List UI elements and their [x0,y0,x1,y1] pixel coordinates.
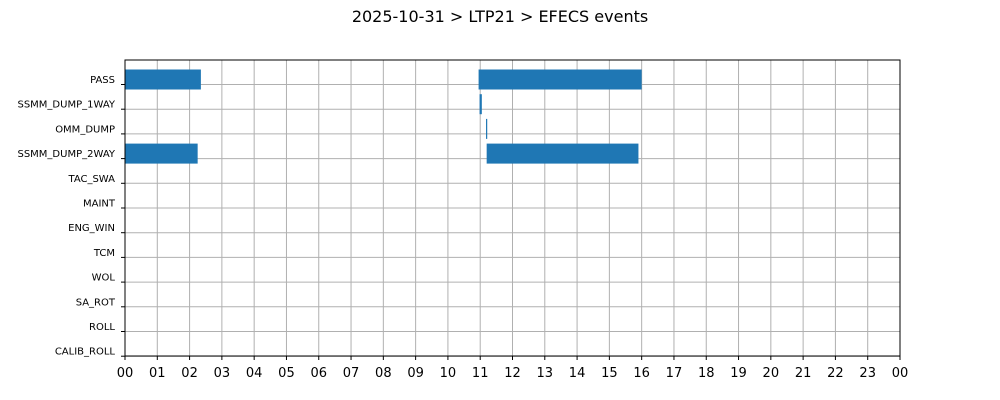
x-tick-label: 11 [472,366,489,381]
x-tick-label: 01 [149,366,166,381]
x-tick-label: 10 [440,366,457,381]
x-tick-label: 03 [214,366,231,381]
category-label-ssmm-dump-2way: SSMM_DUMP_2WAY [17,149,115,160]
x-tick-label: 05 [278,366,295,381]
x-tick-label: 04 [246,366,263,381]
x-axis-labels: 00 01 02 03 04 05 06 07 08 09 10 11 12 13 14 15 16 17 18 19… [117,366,909,381]
x-tick-label: 02 [181,366,198,381]
x-tick-label: 20 [763,366,780,381]
x-tick-label: 21 [795,366,812,381]
category-label-maint: MAINT [83,199,116,210]
event-bar-omm-dump [486,118,488,139]
x-tick-label: 23 [859,366,876,381]
x-tick-label: 17 [666,366,683,381]
x-tick-label: 08 [375,366,392,381]
event-bar-ssmm-dump-2way [486,143,639,164]
event-bar-ssmm-dump-2way [125,143,198,164]
x-tick-label: 12 [504,366,521,381]
x-tick-label: 00 [892,366,909,381]
x-tick-label: 15 [601,366,618,381]
category-label-ssmm-dump-1way: SSMM_DUMP_1WAY [17,100,115,111]
event-bar-ssmm-dump-1way [479,94,482,115]
x-tick-label: 09 [407,366,424,381]
category-label-wol: WOL [92,273,116,284]
category-label-eng-win: ENG_WIN [68,223,115,234]
category-label-tac-swa: TAC_SWA [67,174,115,185]
category-label-calib-roll: CALIB_ROLL [55,347,116,358]
x-tick-label: 19 [730,366,747,381]
x-tick-label: 14 [569,366,586,381]
x-tick-label: 00 [117,366,134,381]
x-tick-label: 06 [310,366,327,381]
event-bar-pass [125,69,201,90]
y-axis-labels: PASS SSMM_DUMP_1WAY OMM_DUMP SSMM_DUMP_2WAY… [17,75,115,358]
grid [124,60,901,357]
x-tick-label: 18 [698,366,715,381]
x-tick-label: 13 [537,366,554,381]
category-label-roll: ROLL [89,322,115,333]
x-tick-label: 22 [827,366,844,381]
x-tick-label: 16 [633,366,650,381]
event-bars [125,69,642,164]
category-label-sa-rot: SA_ROT [76,297,116,308]
x-tick-label: 07 [343,366,360,381]
category-label-omm-dump: OMM_DUMP [55,124,115,135]
category-label-tcm: TCM [93,248,115,259]
axis-ticks [121,84,901,360]
category-label-pass: PASS [90,75,115,86]
event-bar-pass [478,69,642,90]
chart-title: 2025-10-31 > LTP21 > EFECS events [352,7,648,26]
